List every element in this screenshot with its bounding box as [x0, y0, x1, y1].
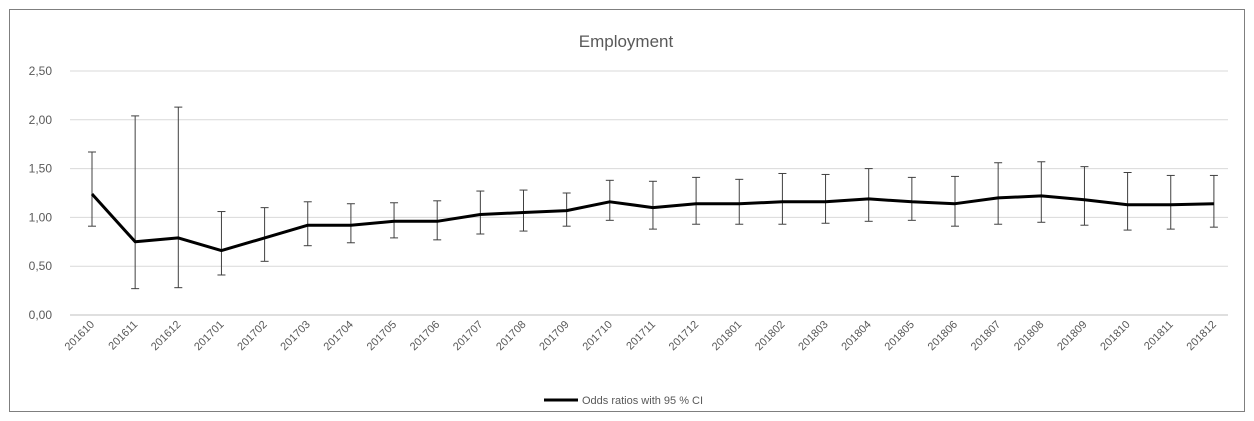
y-tick-label: 2,50 [29, 64, 53, 78]
x-tick-label: 201702 [235, 319, 269, 353]
x-tick-label: 201611 [106, 319, 140, 353]
x-tick-label: 201806 [926, 319, 960, 353]
y-tick-label: 0,00 [29, 308, 53, 322]
gridlines [70, 70, 1228, 316]
x-tick-label: 201708 [494, 319, 528, 353]
x-tick-label: 201809 [1055, 319, 1089, 353]
x-tick-label: 201610 [63, 319, 97, 353]
x-tick-label: 201703 [278, 319, 312, 353]
x-tick-label: 201801 [710, 319, 744, 353]
y-tick-label: 1,50 [29, 162, 53, 176]
x-tick-label: 201705 [365, 319, 399, 353]
legend: Odds ratios with 95 % CI [544, 395, 703, 407]
series-line-layer [90, 192, 1214, 253]
odds-ratio-line [90, 192, 1214, 253]
x-tick-label: 201804 [839, 319, 873, 353]
x-tick-label: 201811 [1142, 319, 1176, 353]
x-tick-label: 201612 [149, 319, 183, 353]
x-tick-label: 201704 [322, 319, 356, 353]
x-tick-label: 201803 [796, 319, 830, 353]
y-tick-label: 1,00 [29, 210, 53, 224]
x-tick-label: 201810 [1098, 319, 1132, 353]
chart-frame [9, 9, 1245, 412]
x-tick-label: 201707 [451, 319, 485, 353]
x-tick-label: 201802 [753, 319, 787, 353]
x-tick-label: 201712 [667, 319, 701, 353]
chart-title: Employment [579, 32, 674, 51]
x-tick-label: 201807 [969, 319, 1003, 353]
x-tick-label: 201812 [1185, 319, 1219, 353]
x-tick-label: 201711 [624, 319, 658, 353]
x-tick-label: 201710 [580, 319, 614, 353]
x-axis-ticks: 201610 201611 201612 201701 201702 201703 2017… [63, 319, 1219, 353]
y-tick-label: 2,00 [29, 113, 53, 127]
x-tick-label: 201701 [192, 319, 226, 353]
x-tick-label: 201706 [408, 319, 442, 353]
x-tick-label: 201709 [537, 319, 571, 353]
legend-label: Odds ratios with 95 % CI [582, 395, 703, 407]
x-tick-label: 201808 [1012, 319, 1046, 353]
y-tick-label: 0,50 [29, 259, 53, 273]
x-tick-label: 201805 [883, 319, 917, 353]
y-axis-ticks: 0,00 0,50 1,00 1,50 2,00 2,50 [29, 64, 53, 322]
